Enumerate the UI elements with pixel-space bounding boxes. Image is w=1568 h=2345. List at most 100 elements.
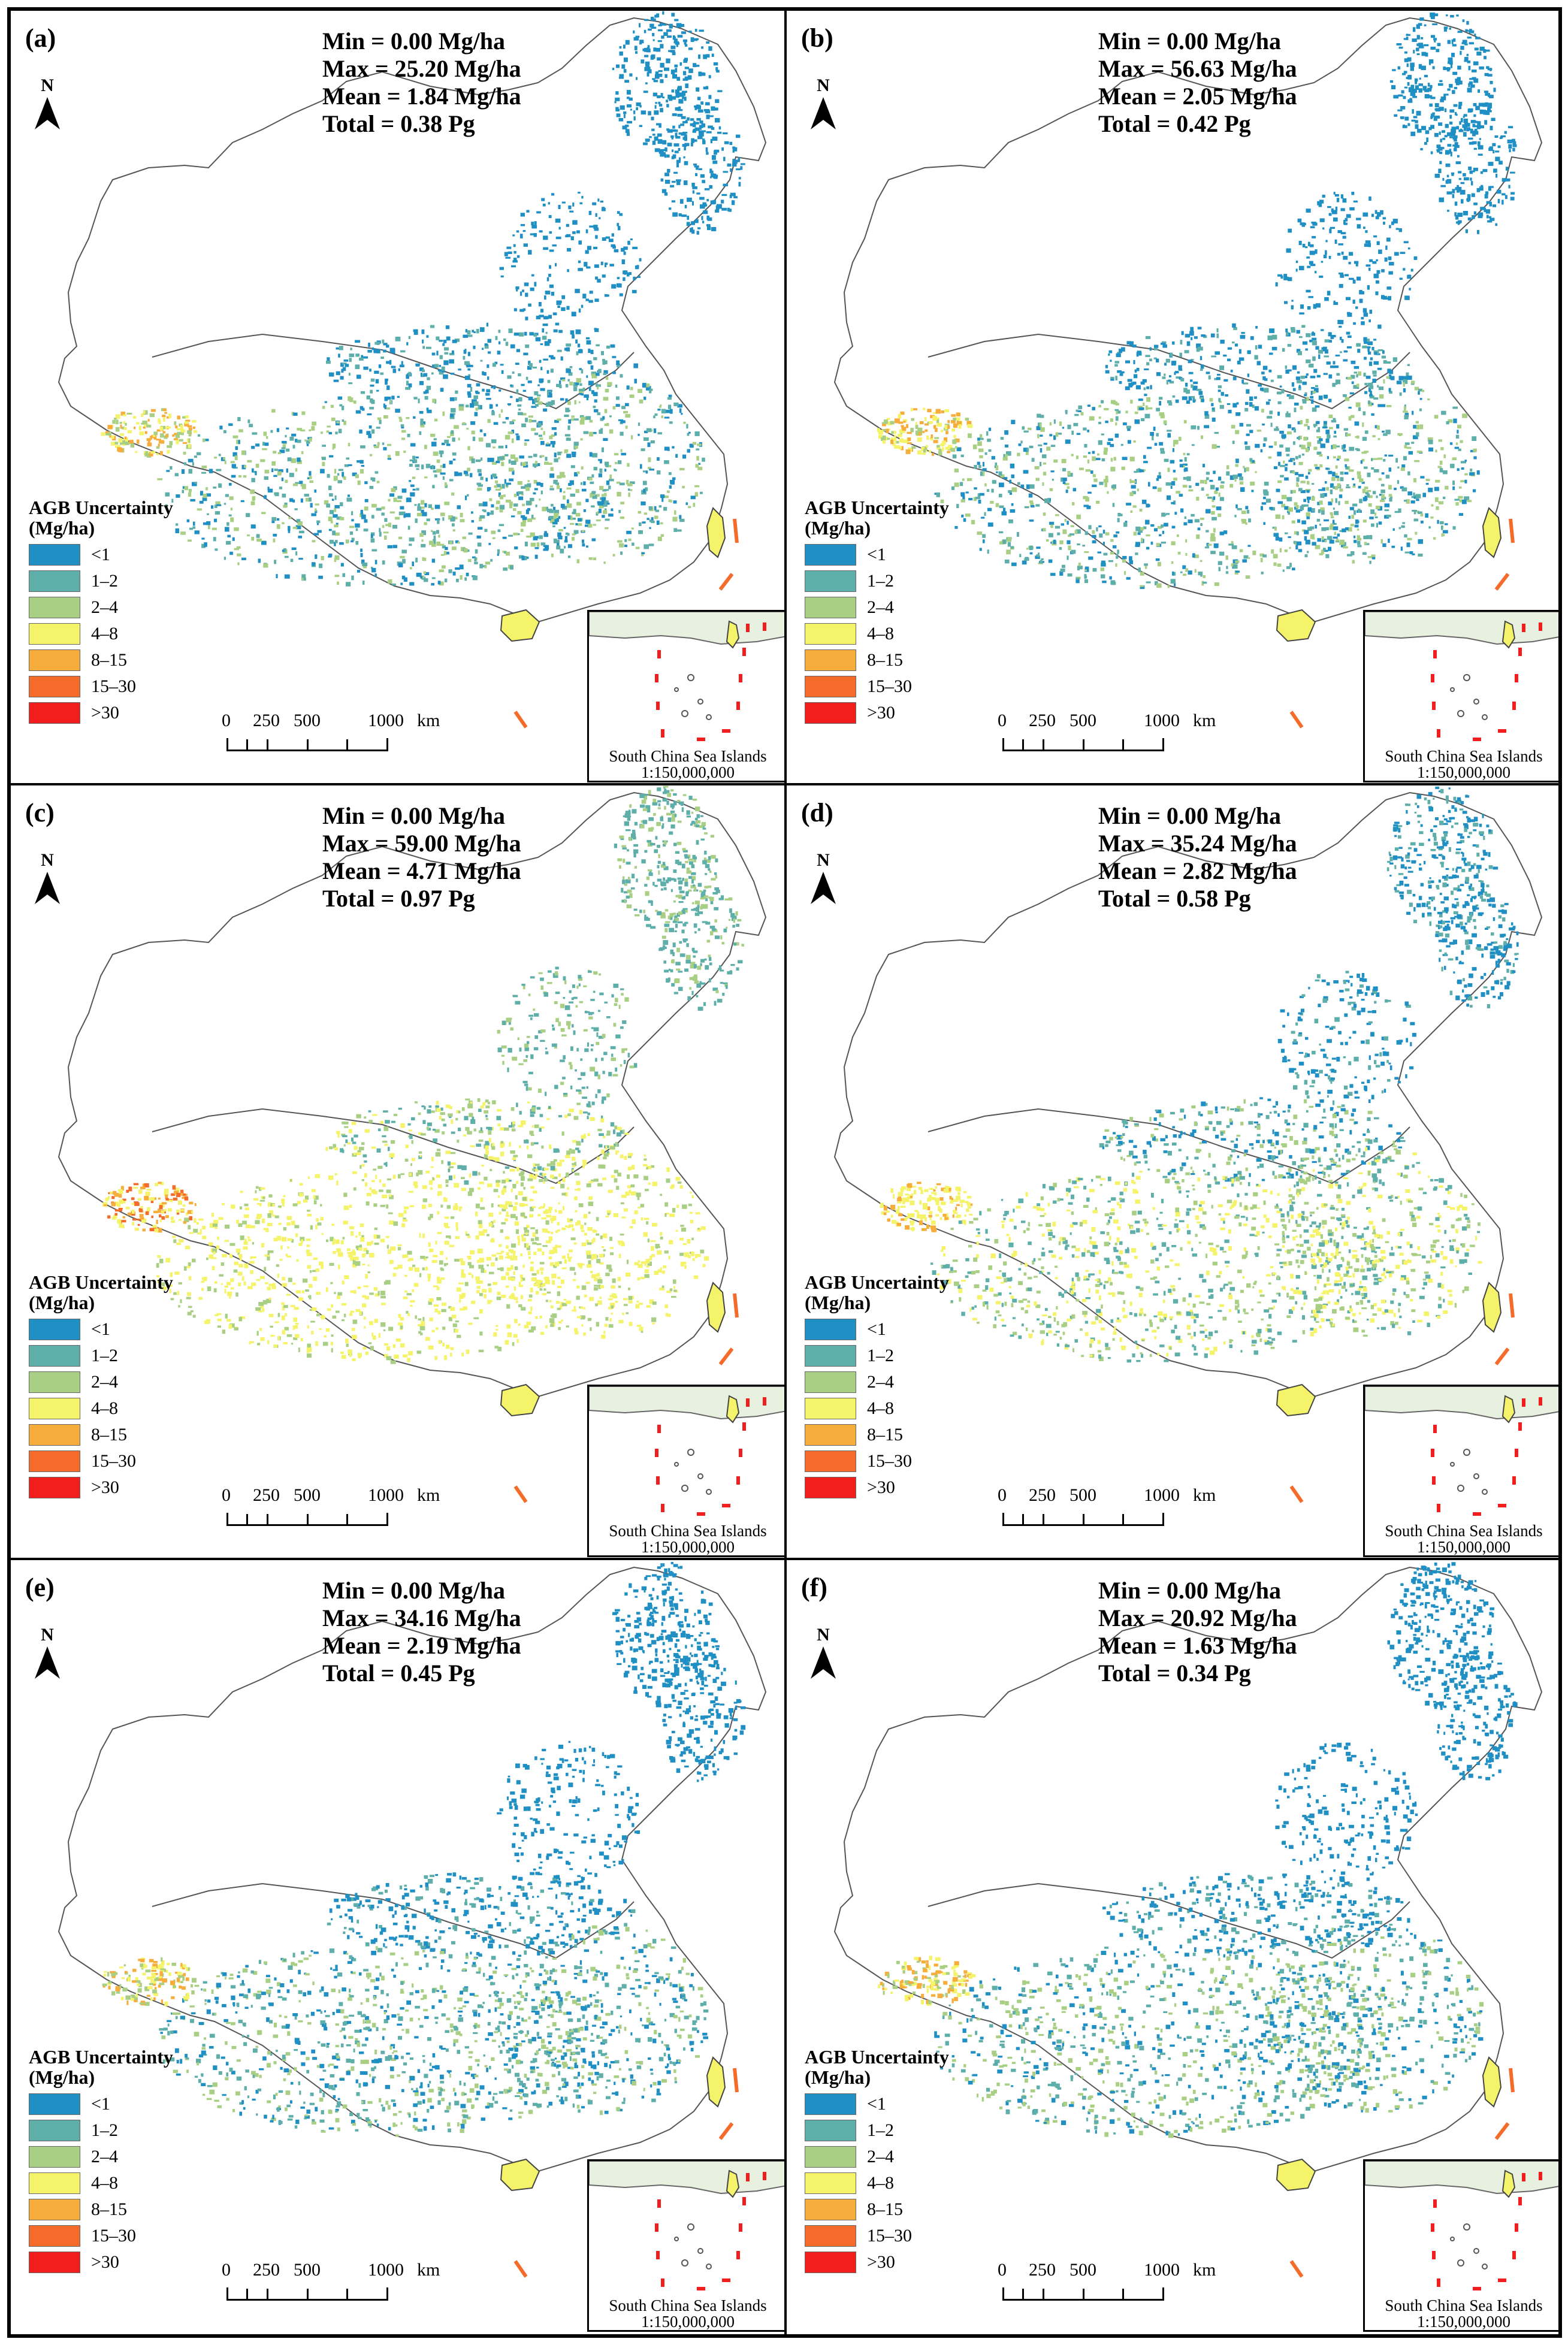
raster-cell bbox=[274, 560, 277, 564]
raster-cell bbox=[600, 497, 603, 500]
raster-cell bbox=[1104, 408, 1109, 410]
raster-cell bbox=[185, 419, 191, 422]
raster-cell bbox=[1103, 479, 1108, 483]
raster-cell bbox=[1371, 213, 1374, 217]
raster-cell bbox=[531, 428, 536, 431]
raster-cell bbox=[276, 518, 280, 521]
raster-cell bbox=[416, 513, 422, 516]
raster-cell bbox=[1444, 135, 1448, 138]
raster-cell bbox=[1361, 481, 1365, 484]
legend-item: 15–30 bbox=[805, 673, 949, 700]
raster-cell bbox=[1071, 430, 1074, 435]
raster-cell bbox=[1362, 519, 1367, 523]
raster-cell bbox=[696, 814, 700, 818]
raster-cell bbox=[202, 497, 207, 501]
raster-cell bbox=[667, 129, 673, 133]
raster-cell bbox=[475, 407, 478, 411]
raster-cell bbox=[247, 534, 250, 537]
raster-cell bbox=[1363, 226, 1365, 229]
raster-cell bbox=[552, 522, 558, 525]
raster-cell bbox=[212, 527, 217, 530]
raster-cell bbox=[598, 368, 602, 373]
raster-cell bbox=[1291, 300, 1294, 302]
raster-cell bbox=[342, 472, 345, 477]
raster-cell bbox=[465, 329, 468, 333]
raster-cell bbox=[371, 400, 375, 404]
raster-cell bbox=[1133, 440, 1136, 443]
raster-cell bbox=[1191, 384, 1194, 388]
raster-cell bbox=[478, 503, 483, 507]
raster-cell bbox=[695, 824, 700, 827]
raster-cell bbox=[1369, 516, 1374, 519]
raster-cell bbox=[328, 528, 332, 531]
raster-cell bbox=[1192, 385, 1198, 391]
raster-cell bbox=[1430, 12, 1436, 17]
raster-cell bbox=[1381, 483, 1385, 486]
raster-cell bbox=[649, 519, 654, 522]
raster-cell bbox=[1043, 512, 1046, 516]
raster-cell bbox=[1004, 454, 1008, 458]
map-panel-c: (c) Min = 0.00 Mg/ha Max = 59.00 Mg/ha M… bbox=[10, 784, 785, 1559]
raster-cell bbox=[1264, 388, 1269, 393]
raster-cell bbox=[449, 353, 455, 355]
raster-cell bbox=[480, 476, 484, 481]
raster-cell bbox=[1120, 371, 1125, 374]
raster-cell bbox=[708, 75, 711, 78]
raster-cell bbox=[1138, 567, 1141, 573]
raster-cell bbox=[1288, 507, 1293, 512]
raster-cell bbox=[1312, 337, 1317, 341]
raster-cell bbox=[1244, 441, 1247, 445]
raster-cell bbox=[654, 148, 660, 152]
raster-cell bbox=[169, 441, 173, 446]
raster-cell bbox=[1413, 435, 1418, 440]
raster-cell bbox=[524, 439, 530, 442]
raster-cell bbox=[1127, 427, 1131, 431]
raster-cell bbox=[525, 292, 528, 297]
raster-cell bbox=[1306, 489, 1310, 493]
raster-cell bbox=[699, 125, 702, 130]
raster-cell bbox=[1040, 427, 1045, 432]
raster-cell bbox=[977, 437, 980, 441]
raster-cell bbox=[1026, 484, 1030, 489]
raster-cell bbox=[351, 537, 355, 541]
raster-cell bbox=[1119, 349, 1122, 353]
raster-cell bbox=[1235, 570, 1240, 573]
raster-cell bbox=[442, 343, 445, 346]
raster-cell bbox=[1452, 526, 1456, 530]
raster-cell bbox=[119, 422, 122, 424]
raster-cell bbox=[367, 413, 372, 416]
raster-cell bbox=[421, 373, 423, 377]
raster-cell bbox=[188, 427, 192, 431]
raster-cell bbox=[442, 517, 445, 521]
raster-cell bbox=[348, 382, 353, 385]
raster-cell bbox=[1018, 443, 1022, 446]
raster-cell bbox=[1281, 503, 1286, 507]
raster-cell bbox=[572, 203, 575, 207]
raster-cell bbox=[1073, 422, 1078, 427]
raster-cell bbox=[1493, 150, 1495, 153]
raster-cell bbox=[1469, 78, 1474, 80]
raster-cell bbox=[327, 425, 331, 428]
raster-cell bbox=[1115, 422, 1117, 426]
raster-cell bbox=[1489, 186, 1494, 188]
raster-cell bbox=[549, 392, 552, 397]
raster-cell bbox=[1445, 123, 1449, 128]
raster-cell bbox=[1369, 535, 1372, 537]
raster-cell bbox=[467, 368, 471, 371]
raster-cell bbox=[1125, 386, 1130, 389]
raster-cell bbox=[625, 403, 629, 406]
raster-cell bbox=[1507, 126, 1513, 129]
raster-cell bbox=[1183, 388, 1188, 393]
raster-cell bbox=[587, 522, 590, 525]
raster-cell bbox=[243, 475, 247, 478]
raster-cell bbox=[1398, 46, 1403, 49]
raster-cell bbox=[1319, 464, 1323, 467]
raster-cell bbox=[134, 427, 136, 430]
raster-cell bbox=[1098, 416, 1101, 419]
raster-cell bbox=[603, 397, 609, 401]
raster-cell bbox=[123, 427, 127, 430]
raster-cell bbox=[509, 421, 513, 425]
raster-cell bbox=[1184, 350, 1189, 353]
raster-cell bbox=[596, 382, 598, 387]
raster-cell bbox=[1457, 31, 1463, 33]
